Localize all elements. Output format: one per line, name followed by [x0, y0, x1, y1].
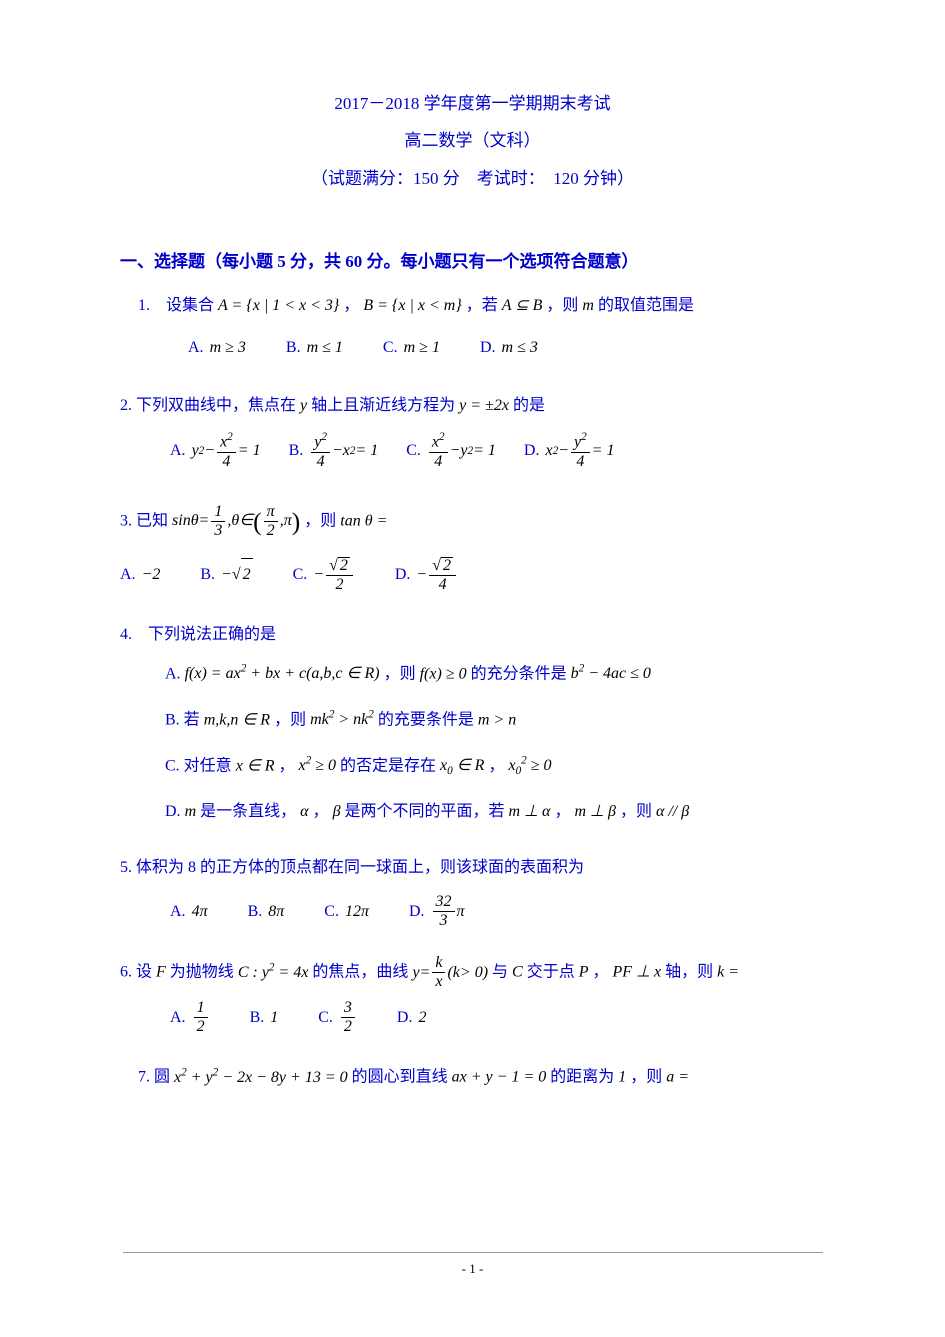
q1-option-c: C. m ≥ 1 — [383, 332, 440, 364]
q2-option-c: C. x24 − y2 = 1 — [406, 432, 496, 469]
q1-options: A. m ≥ 3 B. m ≤ 1 C. m ≥ 1 D. m ≤ 3 — [138, 332, 825, 364]
q1-number: 1. — [138, 297, 150, 314]
question-7: 7. 圆 x2 + y2 − 2x − 8y + 13 = 0 的圆心到直线 a… — [120, 1061, 825, 1093]
q4-option-a: A. f(x) = ax2 + bx + c(a,b,c ∈ R) ，则 f(x… — [165, 659, 825, 689]
q4-option-b: B. 若 m,k,n ∈ R ，则 mk2 > nk2 的充要条件是 m > n — [165, 705, 825, 735]
q2-option-d: D. x2 − y24 = 1 — [524, 432, 615, 469]
section-title: 一、选择题（每小题 5 分，共 60 分。每小题只有一个选项符合题意） — [120, 247, 825, 272]
q3-options: A. −2 B. −√2 C. − √22 D. − √24 — [120, 557, 825, 593]
q1-set-a: A = {x | 1 < x < 3} — [218, 297, 339, 314]
q6-option-a: A. 12 — [170, 1000, 210, 1035]
q1-set-b: B = {x | x < m} — [363, 297, 461, 314]
q2-option-b: B. y24 − x2 = 1 — [289, 432, 379, 469]
question-6: 6. 设 F 为抛物线 C : y2 = 4x 的焦点，曲线 y = kx (k… — [120, 955, 825, 1035]
q5-options: A. 4π B. 8π C. 12π D. 323 π — [120, 894, 825, 929]
q4-option-d: D. m 是一条直线， α ， β 是两个不同的平面，若 m ⊥ α ， m ⊥… — [165, 798, 825, 827]
page-footer: - 1 - — [123, 1252, 823, 1277]
question-3: 3. 已知 sin θ = 13, θ ∈ (π2, π) ，则 tan θ =… — [120, 496, 825, 593]
q1-option-d: D. m ≤ 3 — [480, 332, 538, 364]
page-number: - 1 - — [462, 1261, 484, 1276]
q2-option-a: A. y2 − x24 = 1 — [170, 432, 261, 469]
q3-option-b: B. −√2 — [200, 558, 252, 591]
header-line-1: 2017－2018 学年度第一学期期末考试 — [120, 85, 825, 122]
q3-option-a: A. −2 — [120, 559, 160, 591]
q6-option-c: C. 32 — [318, 1000, 357, 1035]
q1-option-b: B. m ≤ 1 — [286, 332, 343, 364]
header-line-3: （试题满分：150 分 考试时： 120 分钟） — [120, 160, 825, 197]
q6-option-b: B. 1 — [250, 1002, 279, 1034]
q3-option-d: D. − √24 — [395, 557, 458, 593]
q6-options: A. 12 B. 1 C. 32 D. 2 — [120, 1000, 825, 1035]
q5-option-b: B. 8π — [248, 896, 285, 928]
q1-subset: A ⊆ B — [502, 297, 543, 314]
question-4: 4. 下列说法正确的是 A. f(x) = ax2 + bx + c(a,b,c… — [120, 619, 825, 827]
q1-text-prefix: 设集合 — [166, 297, 218, 314]
q5-option-c: C. 12π — [324, 896, 369, 928]
q5-option-d: D. 323 π — [409, 894, 465, 929]
q2-options: A. y2 − x24 = 1 B. y24 − x2 = 1 C. x24 −… — [120, 432, 825, 469]
q1-option-a: A. m ≥ 3 — [188, 332, 246, 364]
question-2: 2. 下列双曲线中，焦点在 y 轴上且渐近线方程为 y = ±2x 的是 A. … — [120, 390, 825, 469]
q6-option-d: D. 2 — [397, 1002, 427, 1034]
header-line-2: 高二数学（文科） — [120, 122, 825, 159]
q3-option-c: C. − √22 — [293, 557, 355, 593]
q4-option-c: C. 对任意 x ∈ R ， x2 ≥ 0 的否定是存在 x0 ∈ R ， x0… — [165, 751, 825, 782]
exam-header: 2017－2018 学年度第一学期期末考试 高二数学（文科） （试题满分：150… — [120, 85, 825, 197]
question-5: 5. 体积为 8 的正方体的顶点都在同一球面上，则该球面的表面积为 A. 4π … — [120, 852, 825, 929]
q4-options: A. f(x) = ax2 + bx + c(a,b,c ∈ R) ，则 f(x… — [165, 659, 825, 827]
question-1: 1. 设集合 A = {x | 1 < x < 3} ， B = {x | x … — [120, 290, 825, 364]
q5-option-a: A. 4π — [170, 896, 208, 928]
